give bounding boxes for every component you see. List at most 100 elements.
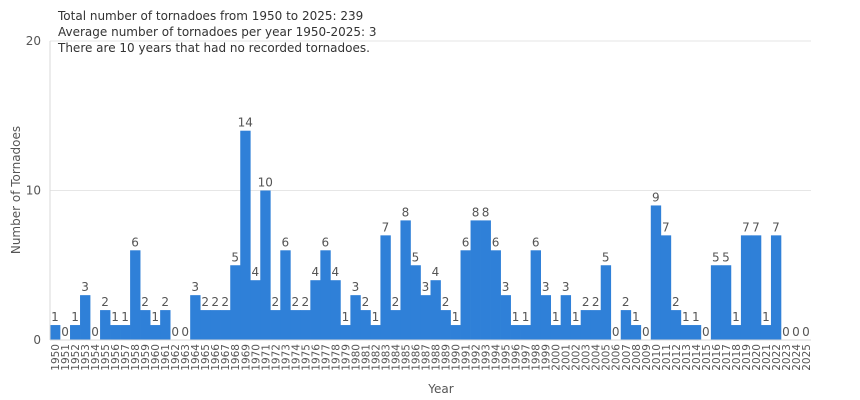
x-tick-label: 1961: [160, 344, 172, 371]
bar-1966: [210, 310, 221, 340]
x-tick-label: 1971: [260, 344, 272, 371]
data-label: 1: [51, 310, 59, 324]
bar-2002: [570, 325, 582, 340]
x-tick-label: 1993: [481, 344, 493, 371]
x-tick-label: 1983: [380, 344, 392, 371]
data-label: 1: [732, 310, 740, 324]
data-label: 1: [372, 310, 380, 324]
x-tick-label: 2002: [571, 344, 583, 371]
x-tick-label: 1952: [70, 344, 82, 371]
x-tick-label: 1990: [451, 344, 463, 371]
bar-1959: [140, 310, 151, 340]
bar-1971: [260, 190, 271, 340]
data-label: 1: [111, 310, 119, 324]
bar-1976: [310, 280, 321, 340]
data-label: 3: [422, 280, 430, 294]
x-tick-label: 1966: [210, 344, 222, 371]
data-label: 1: [342, 310, 350, 324]
data-label: 2: [271, 295, 279, 309]
bar-2000: [550, 325, 562, 340]
x-tick-label: 2017: [721, 344, 733, 371]
data-label: 2: [292, 295, 300, 309]
bar-1975: [300, 310, 311, 340]
x-tick-label: 1994: [491, 344, 503, 371]
bar-2014: [690, 325, 702, 340]
data-label: 3: [562, 280, 570, 294]
annotation-average: Average number of tornadoes per year 195…: [58, 25, 377, 39]
bar-1956: [110, 325, 121, 340]
data-label: 2: [161, 295, 169, 309]
x-tick-label: 1977: [320, 344, 332, 371]
data-label: 6: [281, 235, 289, 249]
data-label: 4: [251, 265, 259, 279]
bar-1985: [400, 220, 411, 340]
data-label: 4: [332, 265, 340, 279]
x-tick-label: 1964: [190, 344, 202, 371]
x-tick-label: 2025: [801, 344, 813, 371]
bar-2008: [630, 325, 642, 340]
data-label: 7: [382, 220, 390, 234]
data-label: 7: [752, 220, 760, 234]
x-tick-label: 2021: [761, 344, 773, 371]
y-axis-label: Number of Tornadoes: [9, 126, 23, 254]
x-tick-label: 1979: [340, 344, 352, 371]
bar-1986: [410, 265, 421, 340]
data-label: 2: [622, 295, 630, 309]
data-label: 7: [742, 220, 750, 234]
bar-1969: [240, 130, 251, 340]
data-label: 1: [552, 310, 560, 324]
bar-1987: [420, 295, 431, 340]
bar-1995: [500, 295, 511, 340]
x-tick-label: 2001: [561, 344, 573, 371]
data-label: 0: [702, 325, 710, 339]
data-label: 1: [522, 310, 530, 324]
bar-1965: [200, 310, 211, 340]
data-label: 2: [221, 295, 229, 309]
y-axis-ticks: 0 10 20: [26, 34, 41, 347]
gridlines: [50, 40, 811, 191]
bar-2020: [750, 235, 762, 340]
bar-1993: [480, 220, 491, 340]
data-label: 6: [492, 235, 500, 249]
bar-1978: [330, 280, 341, 340]
x-tick-label: 2020: [751, 344, 763, 371]
data-label: 7: [772, 220, 780, 234]
bar-2005: [600, 265, 612, 340]
y-tick-label: 0: [33, 333, 41, 347]
x-tick-label: 2010: [651, 344, 663, 371]
bar-1999: [540, 295, 552, 340]
x-tick-label: 2011: [661, 344, 673, 371]
bar-1984: [390, 310, 401, 340]
data-label: 1: [632, 310, 640, 324]
data-label: 4: [432, 265, 440, 279]
x-tick-label: 2019: [741, 344, 753, 371]
bar-1979: [340, 325, 351, 340]
bar-2016: [710, 265, 722, 340]
data-label: 3: [502, 280, 510, 294]
bar-1998: [530, 250, 541, 340]
x-tick-label: 1959: [140, 344, 152, 371]
bar-1983: [380, 235, 391, 340]
bar-1997: [520, 325, 531, 340]
data-label: 0: [642, 325, 650, 339]
bar-2018: [730, 325, 742, 340]
y-tick-label: 20: [26, 34, 41, 48]
bar-1980: [350, 295, 361, 340]
bar-1955: [100, 310, 111, 340]
data-label: 1: [512, 310, 520, 324]
annotation-total: Total number of tornadoes from 1950 to 2…: [58, 9, 364, 23]
data-label: 5: [231, 250, 239, 264]
x-tick-label: 1969: [240, 344, 252, 371]
bar-2012: [670, 310, 682, 340]
data-label: 1: [762, 310, 770, 324]
data-label: 5: [722, 250, 730, 264]
data-label: 9: [652, 190, 660, 204]
bar-1961: [160, 310, 171, 340]
x-tick-label: 2006: [611, 344, 623, 371]
data-label: 14: [238, 116, 253, 130]
x-tick-label: 2015: [701, 344, 713, 371]
x-tick-label: 1987: [420, 344, 432, 371]
x-tick-label: 1985: [400, 344, 412, 371]
x-tick-label: 1988: [431, 344, 443, 371]
